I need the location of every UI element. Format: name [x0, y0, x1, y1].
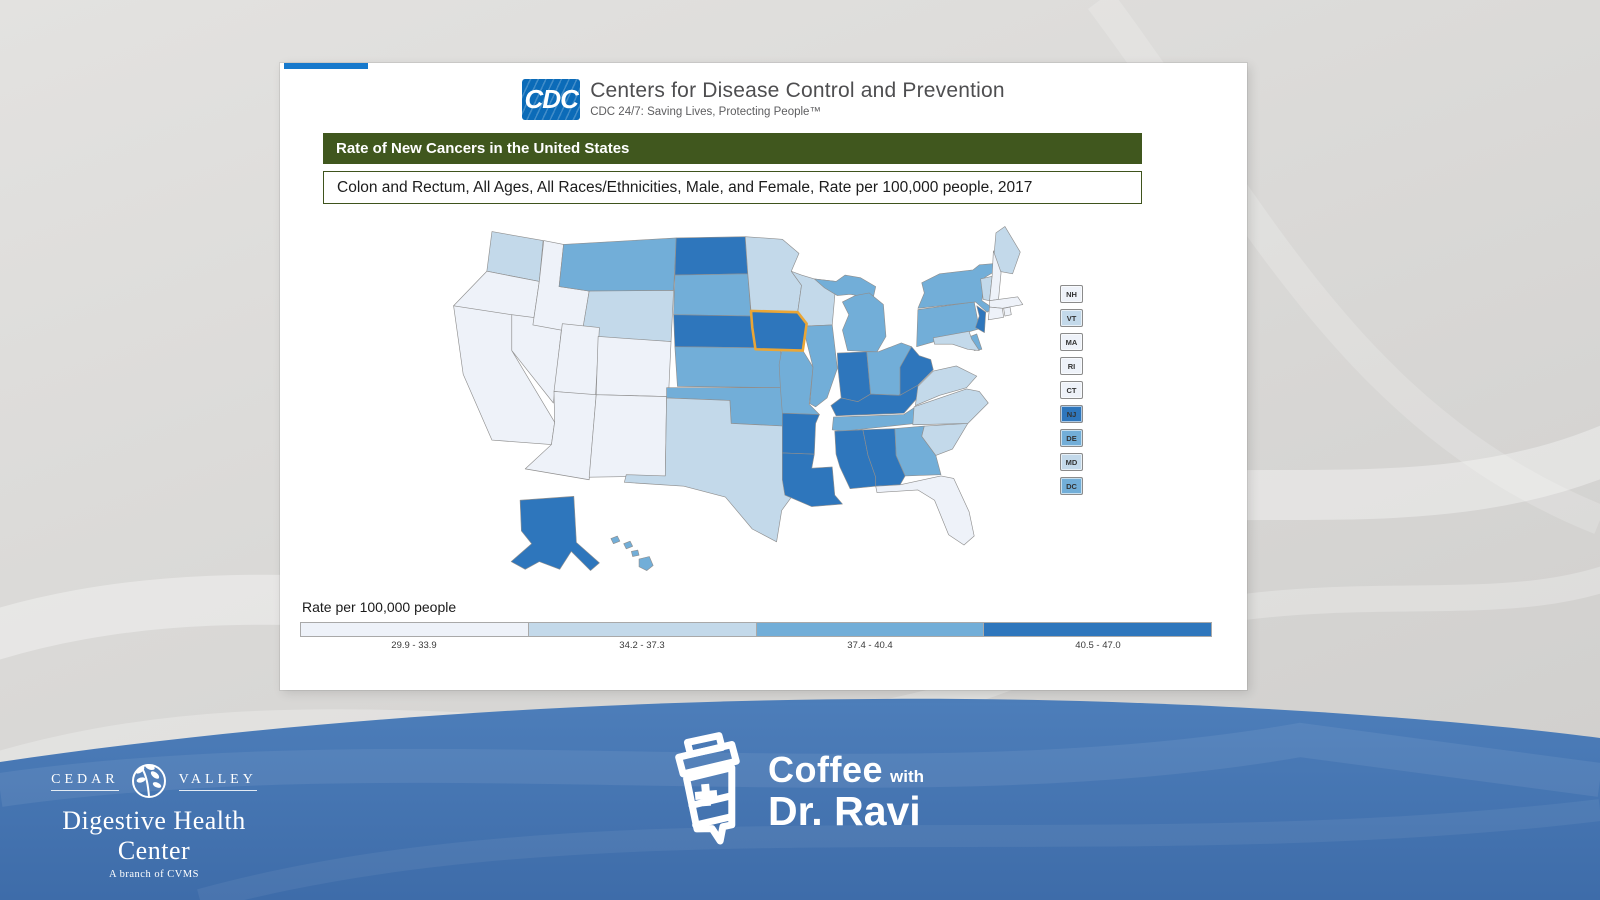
state-IA	[749, 309, 808, 352]
slide-card: CDC Centers for Disease Control and Prev…	[280, 63, 1247, 690]
cdc-header-text: Centers for Disease Control and Preventi…	[590, 79, 1005, 118]
state-WV	[899, 346, 934, 396]
coffee-cup-icon	[675, 732, 740, 845]
state-MD	[932, 331, 980, 351]
state-CT	[987, 306, 1004, 321]
state-NC	[912, 388, 989, 426]
small-state-box-nj: NJ	[1060, 405, 1083, 423]
cedar-valley-logo: CEDAR VALLEY Digestive Health Center A b…	[24, 758, 284, 880]
state-KS	[674, 346, 784, 388]
state-AK	[510, 496, 600, 571]
small-state-box-ma: MA	[1060, 333, 1083, 351]
legend-range-3: 37.4 - 40.4	[847, 640, 893, 651]
state-HI	[623, 540, 633, 550]
small-state-box-vt: VT	[1060, 309, 1083, 327]
legend-segment-4	[984, 622, 1212, 637]
legend-color-bar	[300, 622, 1212, 637]
state-ND	[674, 236, 749, 276]
state-TX	[624, 397, 805, 543]
small-state-box-dc: DC	[1060, 477, 1083, 495]
us-choropleth-map	[428, 211, 1042, 595]
small-state-box-md: MD	[1060, 453, 1083, 471]
cdc-header: CDC Centers for Disease Control and Prev…	[280, 79, 1247, 120]
legend-segment-1	[300, 622, 529, 637]
legend-range-1: 29.9 - 33.9	[391, 640, 437, 651]
state-UT	[553, 323, 600, 396]
state-NM	[588, 394, 667, 478]
state-CO	[595, 336, 672, 397]
state-IL	[802, 324, 838, 408]
cdc-title: Centers for Disease Control and Preventi…	[590, 79, 1005, 102]
coffee-with-dr-ravi-logo: Coffee with Dr. Ravi	[658, 728, 924, 860]
small-state-box-de: DE	[1060, 429, 1083, 447]
state-RI	[1003, 306, 1012, 317]
cdc-tagline: CDC 24/7: Saving Lives, Protecting Peopl…	[590, 106, 821, 118]
dr-ravi-word: Dr. Ravi	[768, 788, 921, 835]
cedar-valley-wordmark: CEDAR VALLEY	[24, 758, 284, 804]
cdc-logo-icon: CDC	[522, 79, 581, 120]
with-word: with	[890, 767, 925, 787]
legend-range-4: 40.5 - 47.0	[1075, 640, 1121, 651]
state-HI	[631, 549, 640, 557]
medical-cross-icon	[694, 783, 718, 807]
report-title-banner: Rate of New Cancers in the United States	[323, 133, 1142, 164]
small-state-legend-column: NH VT MA RI CT NJ DE MD DC	[1060, 285, 1083, 495]
coffee-word: Coffee	[768, 749, 884, 791]
legend-segment-3	[756, 622, 985, 637]
cedar-valley-name: Digestive Health Center	[62, 806, 246, 865]
tree-icon	[131, 764, 166, 798]
state-LA	[782, 452, 843, 507]
legend-range-labels: 29.9 - 33.9 34.2 - 37.3 37.4 - 40.4 40.5 - …	[300, 640, 1212, 651]
valley-word: VALLEY	[178, 772, 257, 791]
state-IN	[837, 351, 871, 403]
state-VA	[915, 365, 978, 406]
card-top-accent-bar	[284, 63, 368, 69]
state-MI	[842, 292, 887, 353]
legend-unit-label: Rate per 100,000 people	[302, 599, 457, 615]
small-state-box-nh: NH	[1060, 285, 1083, 303]
state-MT	[558, 237, 677, 292]
state-MI	[813, 274, 877, 299]
legend-range-2: 34.2 - 37.3	[619, 640, 665, 651]
small-state-box-ri: RI	[1060, 357, 1083, 375]
state-MN	[744, 236, 802, 313]
state-AR	[782, 412, 820, 455]
cedar-word: CEDAR	[51, 772, 119, 791]
state-HI	[638, 556, 654, 571]
coffee-text: Coffee with Dr. Ravi	[768, 752, 924, 835]
state-FL	[875, 475, 975, 546]
state-NJ	[975, 305, 987, 333]
legend-segment-2	[528, 622, 757, 637]
report-subtitle-box: Colon and Rectum, All Ages, All Races/Et…	[323, 171, 1142, 204]
state-SD	[673, 273, 752, 317]
small-state-box-ct: CT	[1060, 381, 1083, 399]
state-HI	[610, 535, 621, 545]
cedar-valley-branch: A branch of CVMS	[109, 869, 199, 880]
